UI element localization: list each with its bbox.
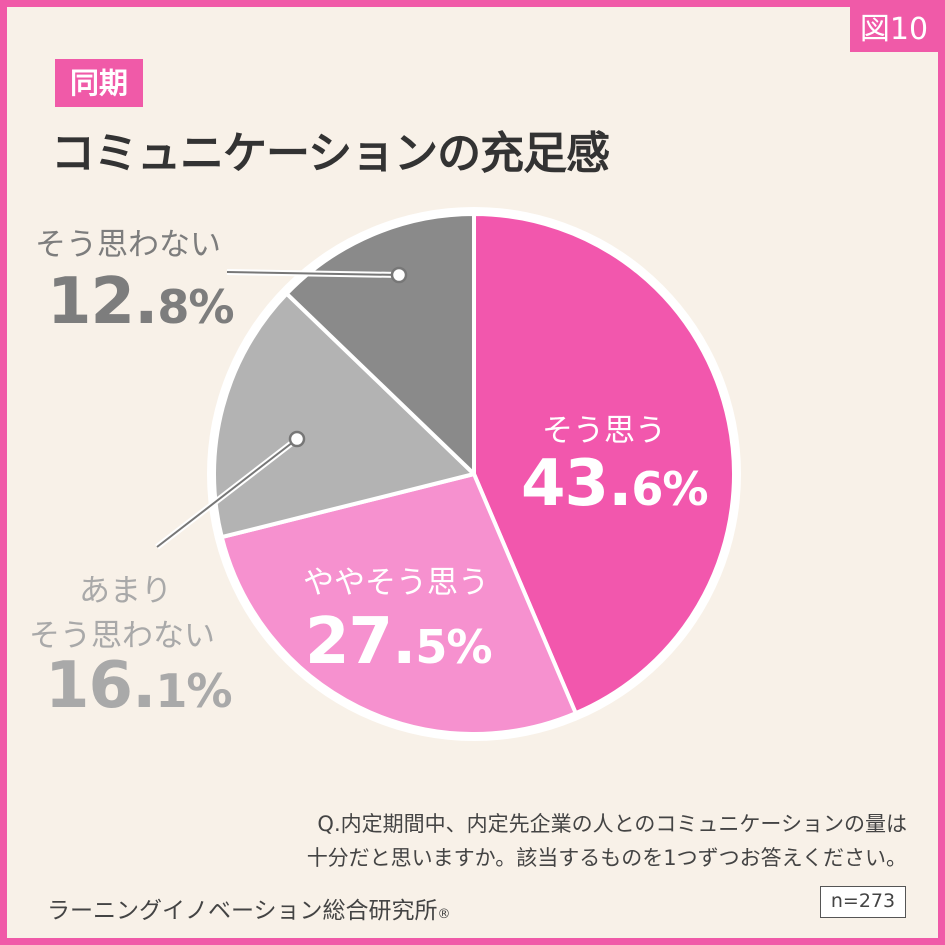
section-tag: 同期 (55, 59, 143, 107)
survey-question: Q.内定期間中、内定先企業の人とのコミュニケーションの量は 十分だと思いますか。… (207, 807, 907, 875)
slice-value-agree-dec: 6% (631, 462, 708, 516)
slice-label-agree: そう思う (542, 413, 666, 449)
sample-size-box: n=273 (820, 886, 906, 918)
slice-value-disagree-int: 12. (47, 265, 158, 339)
pie-slice-somewhat-agree (219, 472, 578, 736)
slice-label-disagree: そう思わない (35, 227, 221, 263)
slice-value-disagree: 12.8% (47, 265, 235, 339)
source-credit: ラーニングイノベーション総合研究所® (47, 891, 451, 925)
slice-value-disagree-dec: 8% (157, 280, 234, 334)
pie-slice-disagree (284, 212, 476, 476)
source-name: ラーニングイノベーション総合研究所 (47, 898, 438, 924)
slice-value-agree-int: 43. (521, 447, 632, 521)
leader-line-somewhat-disagree-dot (288, 430, 306, 448)
chart-title: コミュニケーションの充足感 (51, 128, 610, 179)
slice-label-somewhat-disagree-line1: あまり (79, 573, 172, 609)
slice-value-somewhat-agree-dec: 5% (415, 620, 492, 674)
registered-mark: ® (437, 907, 451, 922)
slice-value-somewhat-disagree-int: 16. (45, 649, 156, 723)
slice-value-somewhat-disagree-dec: 1% (155, 664, 232, 718)
pie-slice-agree (472, 212, 736, 716)
slice-value-somewhat-agree-int: 27. (305, 605, 416, 679)
pie-slice-somewhat-disagree (212, 291, 476, 540)
slice-value-somewhat-disagree: 16.1% (45, 649, 233, 723)
leader-line-somewhat-disagree (156, 438, 298, 548)
slice-value-agree: 43.6% (521, 447, 709, 521)
pie-chart (155, 207, 741, 741)
survey-question-line1: Q.内定期間中、内定先企業の人とのコミュニケーションの量は (317, 812, 907, 836)
leader-line-disagree-dot (390, 266, 408, 284)
figure-number-badge: 図10 (850, 7, 938, 52)
pie-slices (207, 207, 741, 741)
leader-line-disagree (226, 271, 400, 276)
slice-value-somewhat-agree: 27.5% (305, 605, 493, 679)
pie-leader-lines (155, 266, 408, 550)
slice-label-somewhat-disagree-line2: そう思わない (29, 618, 215, 654)
survey-question-line2: 十分だと思いますか。該当するものを1つずつお答えください。 (306, 846, 907, 870)
slice-label-somewhat-agree: ややそう思う (303, 565, 489, 601)
